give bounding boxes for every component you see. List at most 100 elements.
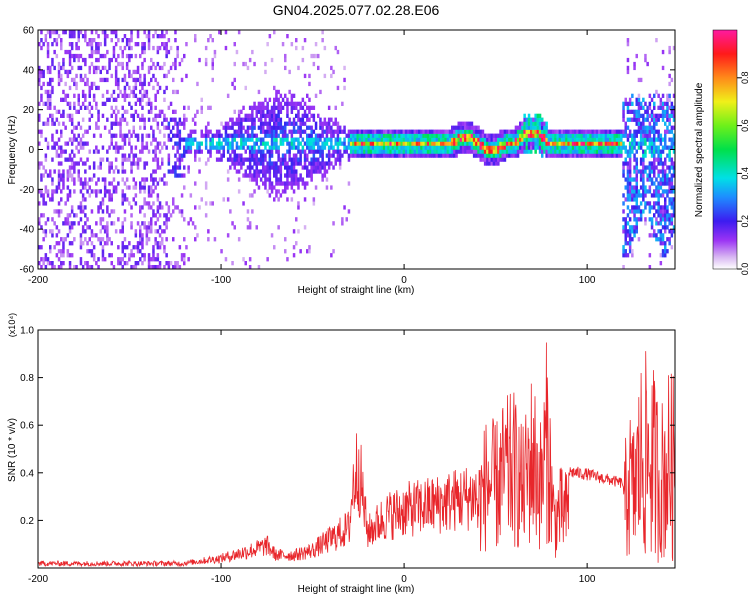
spectrogram-cell xyxy=(626,133,630,138)
spectrogram-cell xyxy=(622,101,625,106)
spectrogram-cell xyxy=(622,209,625,214)
spectrogram-cell xyxy=(541,141,544,146)
spectrogram-cell xyxy=(81,145,85,150)
spectrogram-cell xyxy=(523,141,526,146)
spectrogram-cell xyxy=(224,129,228,134)
spectrogram-cell xyxy=(578,149,581,154)
spectrogram-cell xyxy=(248,225,252,230)
spectrogram-cell xyxy=(130,45,133,51)
spectrogram-cell xyxy=(167,69,171,75)
spectrogram-cell xyxy=(220,249,223,254)
spectrogram-cell xyxy=(40,173,43,178)
spectrogram-cell xyxy=(569,133,573,138)
spectrogram-cell xyxy=(602,145,605,150)
spectrogram-cell xyxy=(57,241,61,246)
spectrogram-cell xyxy=(286,197,289,202)
spectrogram-cell xyxy=(407,153,410,158)
spectrogram-cell xyxy=(88,53,91,59)
spectrogram-cell xyxy=(38,42,41,47)
spectrogram-cell xyxy=(119,257,122,262)
spectrogram-cell xyxy=(626,221,630,226)
spectrogram-cell xyxy=(336,137,340,142)
spectrogram-cell xyxy=(172,77,175,83)
spectrogram-cell xyxy=(231,145,234,150)
spectrogram-cell xyxy=(51,57,54,63)
spectrogram-cell xyxy=(657,169,660,174)
spectrogram-cell xyxy=(189,149,193,154)
spectrogram-cell xyxy=(349,133,353,138)
spectrogram-cell xyxy=(145,145,149,150)
spectrogram-cell xyxy=(204,141,208,146)
spectrogram-cell xyxy=(659,105,663,110)
spectrogram-cell xyxy=(275,177,278,182)
spectrogram-cell xyxy=(150,141,153,146)
spectrogram-cell xyxy=(571,133,575,138)
spectrogram-cell xyxy=(44,101,48,106)
spectrogram-cell xyxy=(66,197,70,202)
spectrogram-cell xyxy=(62,261,65,266)
spectrogram-cell xyxy=(264,185,267,190)
spectrogram-cell xyxy=(143,125,146,130)
spectrogram-cell xyxy=(323,129,327,134)
spectrogram-cell xyxy=(354,149,357,154)
spectrogram-cell xyxy=(358,145,362,150)
spectrogram-cell xyxy=(95,181,98,186)
spectrogram-cell xyxy=(277,177,280,182)
spectrogram-cell xyxy=(154,149,157,154)
spectrogram-cell xyxy=(64,49,67,55)
spectrogram-cell xyxy=(611,133,614,138)
spectrogram-cell xyxy=(266,149,269,154)
spectrogram-cell xyxy=(200,97,203,102)
spectrogram-cell xyxy=(110,261,113,266)
spectrogram-cell xyxy=(101,65,105,71)
spectrogram-cell xyxy=(664,217,667,222)
spectrogram-cell xyxy=(143,30,146,35)
spectrogram-cell xyxy=(503,129,507,134)
spectrogram-cell xyxy=(653,181,656,186)
spectrogram-cell xyxy=(327,125,331,130)
spectrogram-cell xyxy=(147,38,151,43)
spectrogram-cell xyxy=(235,133,239,138)
spectrogram-cell xyxy=(165,73,168,79)
spectrogram-cell xyxy=(110,161,113,166)
spectrogram-cell xyxy=(183,137,186,142)
spectrogram-cell xyxy=(538,125,542,130)
spectrogram-cell xyxy=(187,145,190,150)
spectrogram-cell xyxy=(653,161,656,166)
spectrogram-cell xyxy=(240,137,243,142)
spectrogram-cell xyxy=(400,141,403,146)
spectrogram-cell xyxy=(527,113,531,118)
spectrogram-cell xyxy=(631,229,634,234)
spectrogram-cell xyxy=(668,197,671,202)
spectrogram-cell xyxy=(237,189,241,194)
spectrogram-cell xyxy=(483,149,487,154)
spectrogram-cell xyxy=(549,145,553,150)
spectrogram-cell xyxy=(494,133,498,138)
spectrogram-cell xyxy=(477,137,480,142)
spectrogram-cell xyxy=(308,133,311,138)
spectrogram-cell xyxy=(112,189,116,194)
spectrogram-cell xyxy=(114,185,118,190)
spectrogram-cell xyxy=(584,129,588,134)
spectrogram-cell xyxy=(639,129,643,134)
spectrogram-cell xyxy=(191,137,195,142)
spectrogram-cell xyxy=(158,149,162,154)
spectrogram-cell xyxy=(284,65,287,71)
spectrogram-cell xyxy=(44,201,48,206)
spectrogram-cell xyxy=(95,193,98,198)
spectrogram-cell xyxy=(321,149,324,154)
spectrogram-cell xyxy=(308,117,311,122)
spectrogram-cell xyxy=(644,201,647,206)
spectrogram-cell xyxy=(55,185,59,190)
spectrogram-cell xyxy=(90,61,94,67)
spectrogram-cell xyxy=(613,149,616,154)
spectrogram-cell xyxy=(424,129,428,134)
spectrogram-cell xyxy=(240,125,243,130)
spectrogram-cell xyxy=(295,129,298,134)
spectrogram-cell xyxy=(248,265,252,269)
spectrogram-cell xyxy=(317,157,320,162)
spectrogram-cell xyxy=(134,145,138,150)
spectrogram-cell xyxy=(646,105,649,110)
spectrogram-cell xyxy=(229,145,232,150)
spectrogram-cell xyxy=(46,93,50,98)
